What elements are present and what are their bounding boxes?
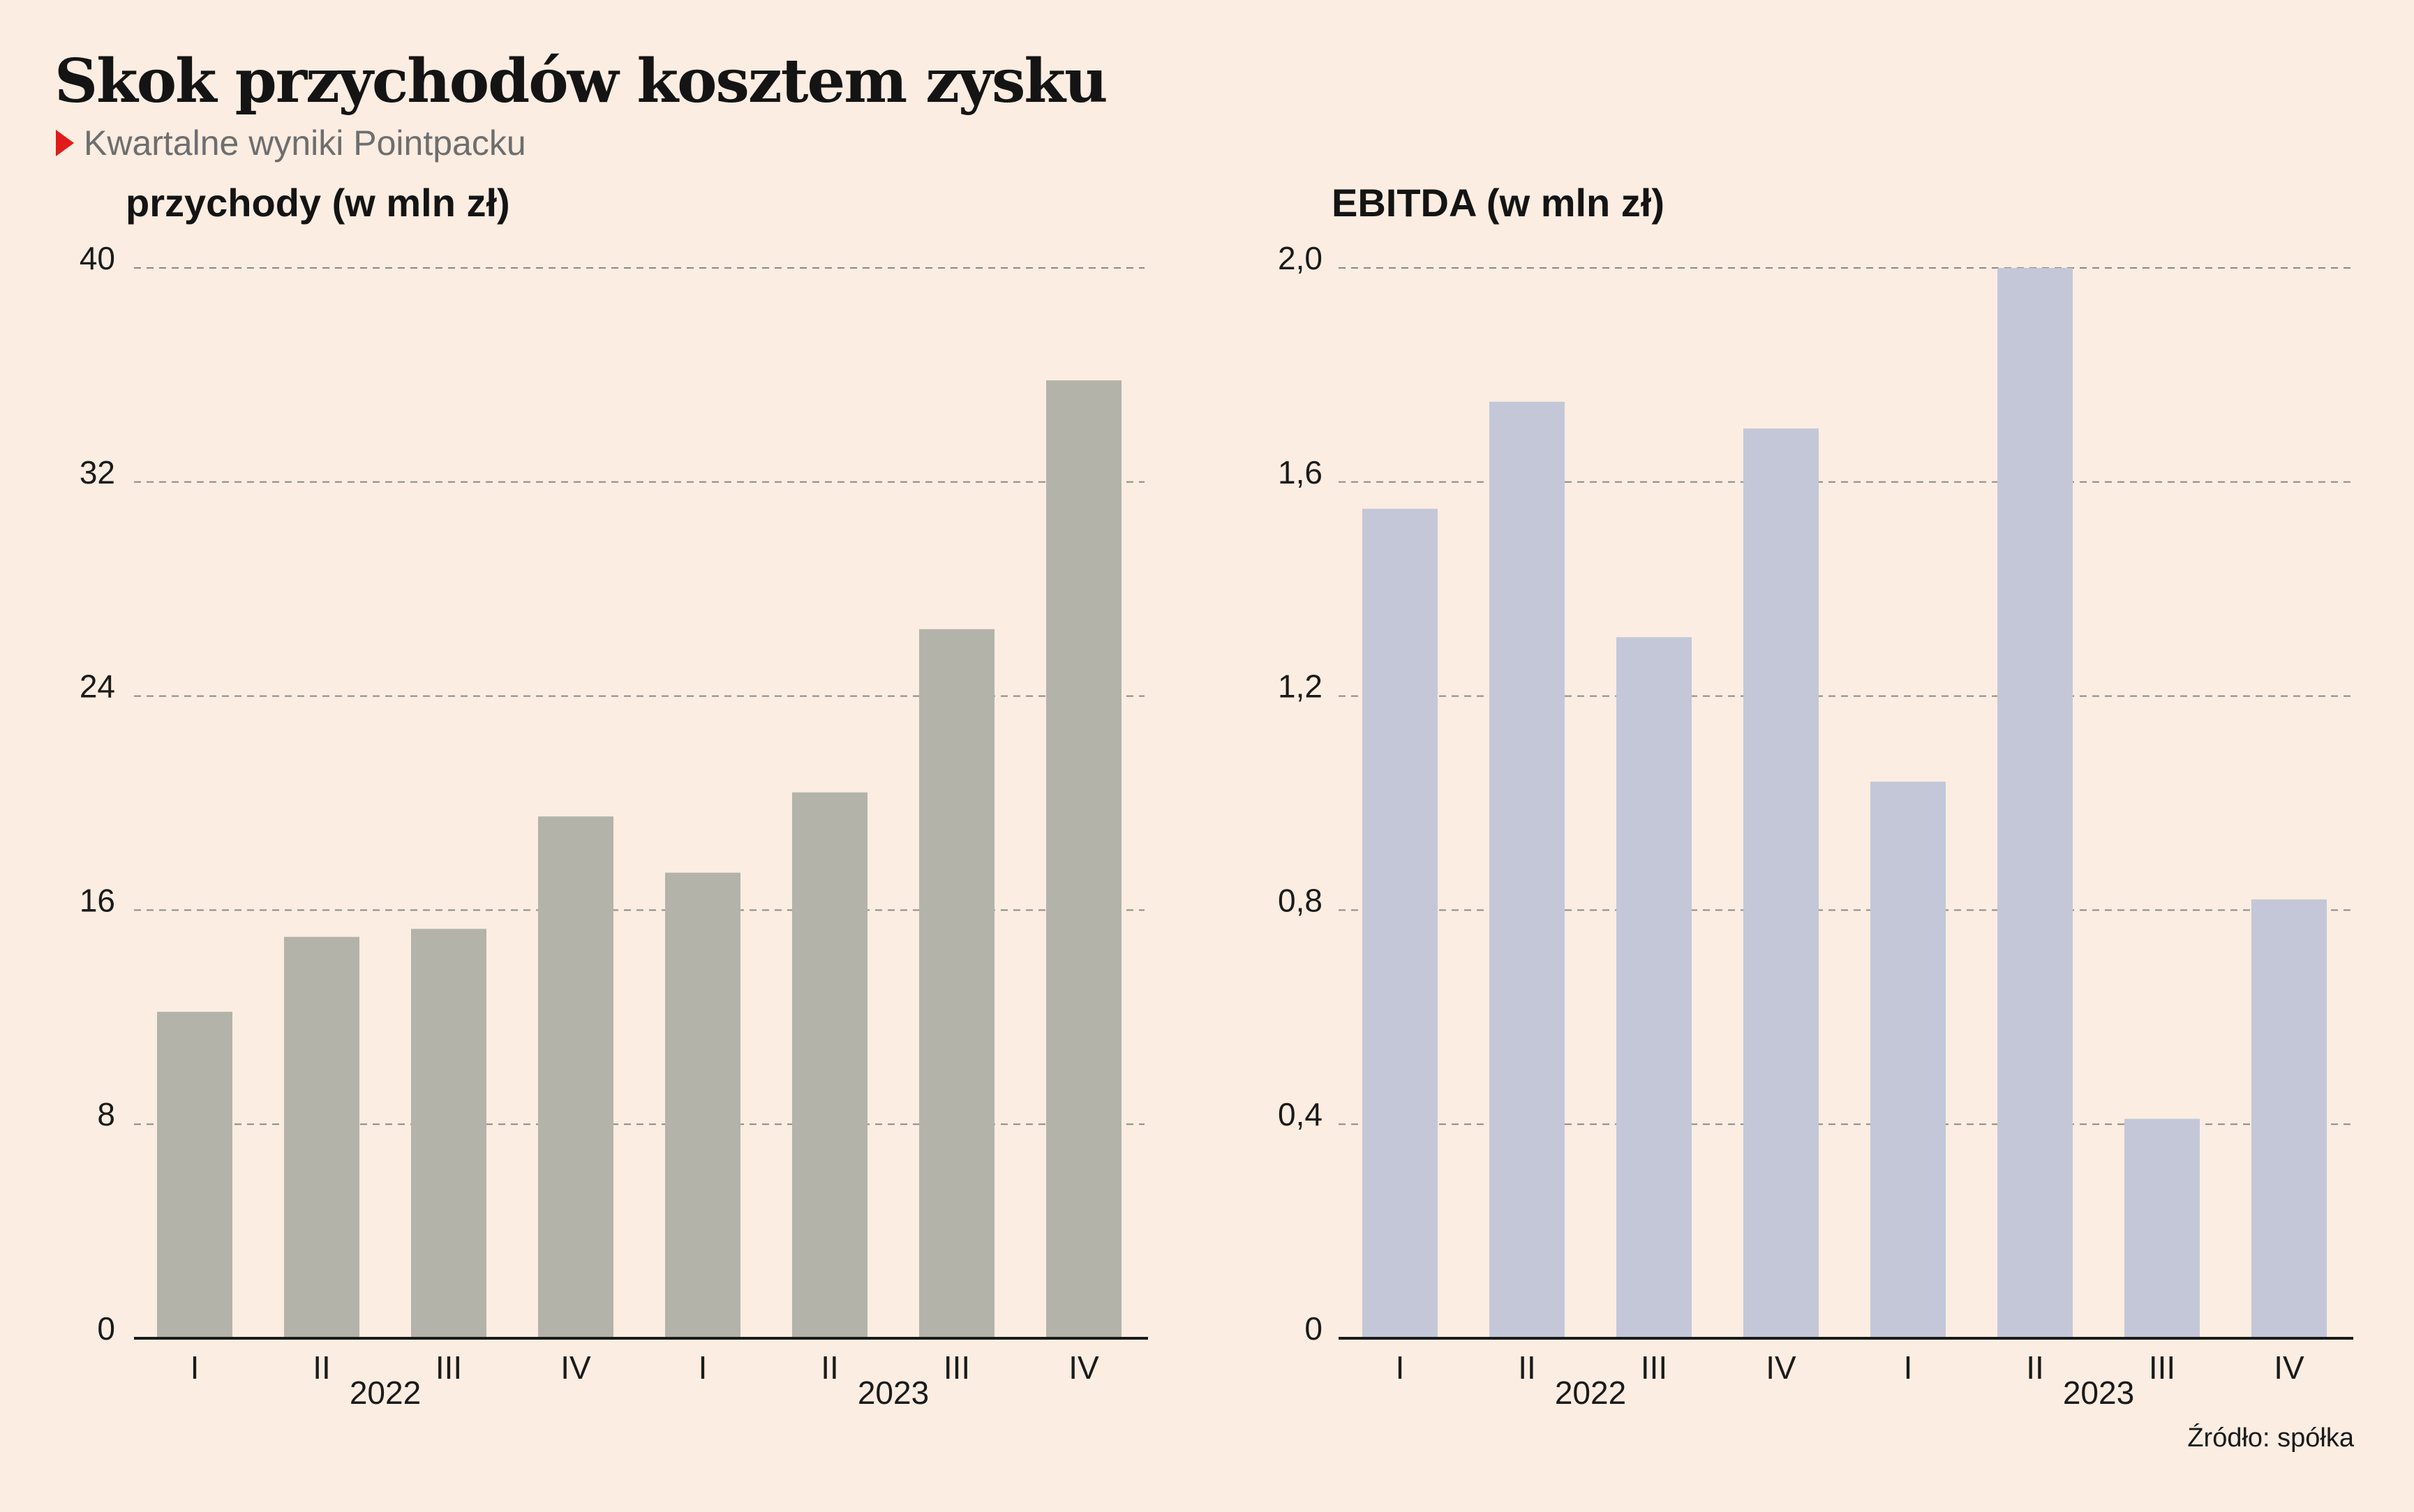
- chart-headline: Skok przychodów kosztem zysku: [54, 46, 1108, 117]
- chart-1-ytick-label: 0: [1304, 1310, 1323, 1347]
- chart-0-category-label: III: [435, 1349, 462, 1386]
- chart-0-category-label: IV: [560, 1349, 591, 1386]
- chart-0-bar: [1046, 380, 1122, 1338]
- chart-0-title: przychody (w mln zł): [126, 181, 510, 225]
- chart-0-ytick-label: 40: [80, 240, 115, 276]
- chart-1-bar: [1743, 428, 1819, 1338]
- chart-1-year-label: 2023: [2063, 1375, 2134, 1411]
- chart-0-year-label: 2023: [858, 1375, 929, 1411]
- chart-0-bar: [665, 872, 740, 1338]
- chart-0-category-label: IV: [1068, 1349, 1099, 1386]
- chart-0-bar: [411, 929, 486, 1338]
- chart-1-category-label: II: [2026, 1349, 2044, 1386]
- chart-0-category-label: I: [699, 1349, 708, 1386]
- chart-0-category-label: II: [313, 1349, 331, 1386]
- chart-0-ytick-label: 8: [97, 1096, 115, 1132]
- chart-1-category-label: III: [2149, 1349, 2175, 1386]
- chart-1-category-label: III: [1641, 1349, 1667, 1386]
- chart-0-ytick-label: 24: [80, 668, 115, 705]
- chart-0-bar: [538, 816, 613, 1338]
- source-note: Źródło: spółka: [2187, 1423, 2354, 1453]
- chart-1-ytick-label: 1,2: [1278, 668, 1323, 705]
- subtitle-row: Kwartalne wyniki Pointpacku: [56, 123, 526, 163]
- chart-0-bar: [284, 936, 359, 1338]
- chart-1-ytick-label: 1,6: [1278, 454, 1323, 491]
- chart-0-ytick-label: 0: [97, 1310, 115, 1347]
- chart-1-ytick-label: 0,4: [1278, 1096, 1323, 1132]
- chart-1-category-label: II: [1518, 1349, 1536, 1386]
- chart-1-bar: [1362, 509, 1438, 1338]
- chart-1-category-label: IV: [2274, 1349, 2304, 1386]
- chart-1-bar: [1870, 781, 1946, 1338]
- chart-1-bar: [1616, 637, 1692, 1338]
- triangle-marker-icon: [56, 130, 74, 156]
- chart-1-ytick-label: 0,8: [1278, 882, 1323, 918]
- chart-1-bar: [1489, 401, 1565, 1338]
- chart-0-category-label: II: [821, 1349, 839, 1386]
- chart-subtitle: Kwartalne wyniki Pointpacku: [84, 123, 526, 163]
- chart-1-title: EBITDA (w mln zł): [1332, 181, 1664, 225]
- chart-1-year-label: 2022: [1555, 1375, 1626, 1411]
- chart-1-category-label: I: [1396, 1349, 1405, 1386]
- chart-0-category-label: III: [944, 1349, 970, 1386]
- chart-0-ytick-label: 16: [80, 882, 115, 918]
- chart-0-category-label: I: [191, 1349, 200, 1386]
- chart-0-bar: [792, 792, 867, 1338]
- chart-0-bar: [157, 1012, 232, 1338]
- chart-1-category-label: IV: [1766, 1349, 1796, 1386]
- chart-1-ytick-label: 2,0: [1278, 240, 1323, 276]
- chart-0-year-label: 2022: [350, 1375, 421, 1411]
- chart-1-category-label: I: [1904, 1349, 1913, 1386]
- chart-1-bar: [2124, 1118, 2200, 1338]
- chart-1-bar: [2251, 899, 2327, 1338]
- chart-0-bar: [919, 629, 994, 1338]
- chart-1-bar: [1997, 268, 2073, 1338]
- chart-0-ytick-label: 32: [80, 454, 115, 491]
